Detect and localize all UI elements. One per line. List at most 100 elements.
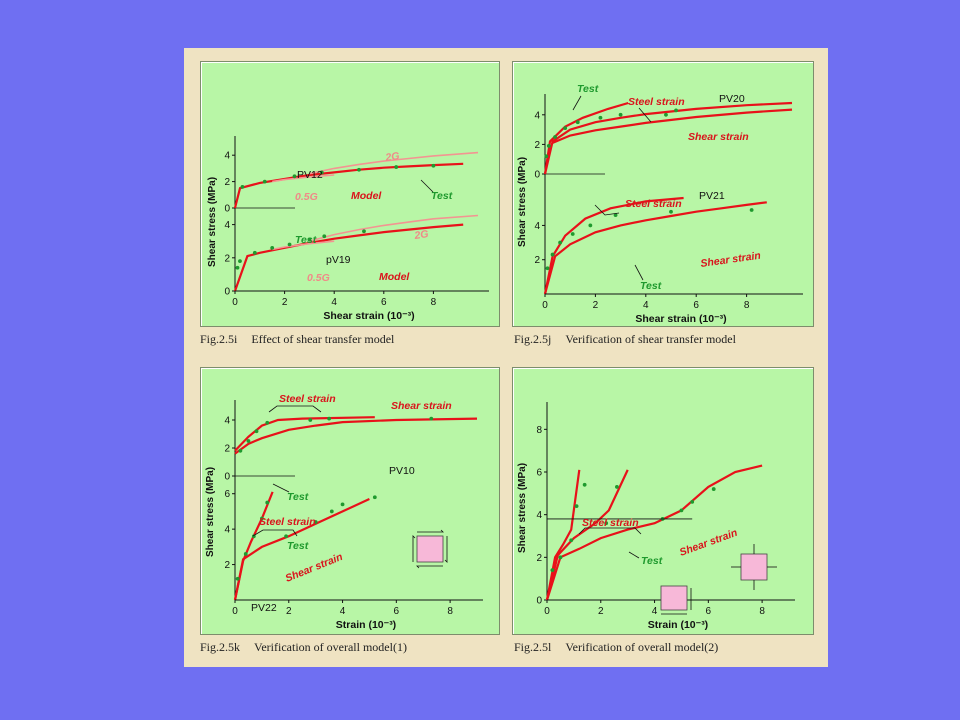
y-tick-label: 8 [536, 425, 542, 436]
caption-number: Fig.2.5k [200, 640, 241, 654]
shear-arrow-right [444, 536, 448, 563]
label-2g: 2G [413, 228, 430, 242]
chart-fig-2-5k: 0 2 4 2 4 6 0 2 4 6 8 Strain (10⁻³) Shear stress (MP… [205, 393, 483, 631]
test-point [313, 520, 318, 524]
shear-arrow-left [412, 535, 416, 562]
test-point [259, 516, 264, 521]
test-point [252, 250, 257, 255]
test-point [319, 170, 324, 175]
test-point [307, 237, 312, 242]
label-test: Test [287, 540, 309, 552]
y-tick-label: 2 [224, 444, 230, 455]
label-steel-strain: Steel strain [259, 516, 316, 528]
test-point [246, 439, 251, 443]
test-point [243, 552, 248, 556]
caption-fig-2-5l: Fig.2.5l Verification of overall model(2) [514, 640, 718, 655]
series-line-steel-strain-2- [545, 469, 629, 601]
label-steel-strain: Steel strain [628, 96, 685, 108]
test-point [613, 213, 618, 218]
caption-number: Fig.2.5j [514, 332, 552, 346]
test-point [588, 223, 593, 228]
caption-fig-2-5k: Fig.2.5k Verification of overall model(1) [200, 640, 407, 655]
test-point [569, 538, 574, 543]
test-point [235, 576, 240, 581]
chart-fig-2-5i: 0 2 4 0 2 4 0 2 4 6 8 Shear strain (10⁻³) Shear stre… [207, 136, 489, 322]
leader-line [578, 527, 642, 535]
test-point [262, 179, 267, 184]
x-tick-label: 0 [232, 606, 238, 617]
y-tick-label: 6 [224, 489, 230, 500]
test-point [238, 259, 242, 264]
specimen-label-pv12: PV12 [297, 169, 323, 181]
label-test: Test [641, 555, 663, 567]
shear-arrow-bottom [416, 565, 443, 569]
specimen-label-pv19: pV19 [326, 254, 351, 266]
x-tick-label: 4 [340, 606, 346, 617]
test-point [292, 174, 297, 179]
y-tick-label: 0 [536, 596, 542, 607]
x-tick-label: 2 [598, 606, 604, 617]
y-tick-label: 2 [534, 255, 540, 266]
label-test: Test [295, 234, 317, 246]
y-tick-label: 4 [534, 221, 540, 232]
series-line-model [233, 162, 464, 209]
test-point [322, 234, 327, 239]
leader-line [272, 483, 290, 493]
series-line-shear-strain-model-2- [552, 108, 793, 144]
y-tick-label: 4 [224, 220, 230, 231]
label-shear-strain: Shear strain [391, 400, 452, 412]
caption-text: Verification of shear transfer model [565, 332, 736, 346]
x-tick-label: 0 [542, 300, 548, 311]
leader-line [252, 529, 298, 537]
specimen-label-pv10: PV10 [389, 465, 415, 477]
series-line-shear-strain [543, 101, 793, 175]
test-point [615, 485, 619, 489]
chart-fig-2-5l: 0 2 4 6 8 0 2 4 6 8 Strain (10⁻³) Shear stress (MPa… [517, 402, 795, 631]
test-point [329, 509, 334, 514]
label-test: Test [287, 491, 309, 503]
leader-line [572, 95, 582, 111]
x-tick-label: 8 [447, 606, 453, 617]
test-point [240, 184, 245, 189]
test-point [553, 135, 557, 139]
label-steel-strain: Steel strain [582, 517, 639, 529]
series-line-shear-strain [233, 498, 370, 601]
series-line-2g [309, 151, 479, 175]
series-line-steel-strain [543, 196, 684, 295]
x-tick-label: 6 [381, 297, 387, 308]
caption-fig-2-5i: Fig.2.5i Effect of shear transfer model [200, 332, 394, 347]
y-axis-label: Shear stress (MPa) [517, 157, 528, 247]
series-line-shear-strain [543, 201, 767, 295]
shear-arrow-top [417, 529, 444, 533]
x-tick-label: 8 [744, 300, 750, 311]
leader-line [420, 179, 434, 193]
caption-text: Verification of overall model(2) [565, 640, 719, 654]
load-diagram-square-1 [660, 585, 688, 611]
test-point [574, 504, 579, 509]
x-tick-label: 8 [759, 606, 765, 617]
test-point [679, 508, 684, 513]
test-point [265, 420, 270, 425]
x-tick-label: 8 [431, 297, 437, 308]
y-tick-label: 0 [534, 170, 540, 181]
label-steel-strain: Steel strain [279, 393, 336, 405]
test-point [284, 534, 288, 539]
test-point [690, 499, 695, 504]
test-point [674, 108, 678, 113]
x-tick-label: 2 [593, 300, 599, 311]
label-2g: 2G [384, 150, 401, 164]
test-point [749, 208, 754, 212]
label-model: Model [351, 190, 382, 202]
test-point [308, 418, 313, 422]
test-point [327, 416, 332, 421]
test-point [669, 209, 673, 214]
test-point [550, 252, 555, 257]
test-point [394, 165, 399, 169]
y-tick-label: 6 [536, 468, 542, 479]
panel-fig-2-5i: 0 2 4 0 2 4 0 2 4 6 8 Shear strain (10⁻³) Shear stre… [200, 61, 500, 327]
caption-fig-2-5j: Fig.2.5j Verification of shear transfer m… [514, 332, 736, 347]
test-point [618, 112, 623, 117]
figure-sheet: 0 2 4 0 2 4 0 2 4 6 8 Shear strain (10⁻³) Shear stre… [184, 48, 828, 667]
test-point [558, 240, 563, 245]
test-point [340, 502, 345, 507]
